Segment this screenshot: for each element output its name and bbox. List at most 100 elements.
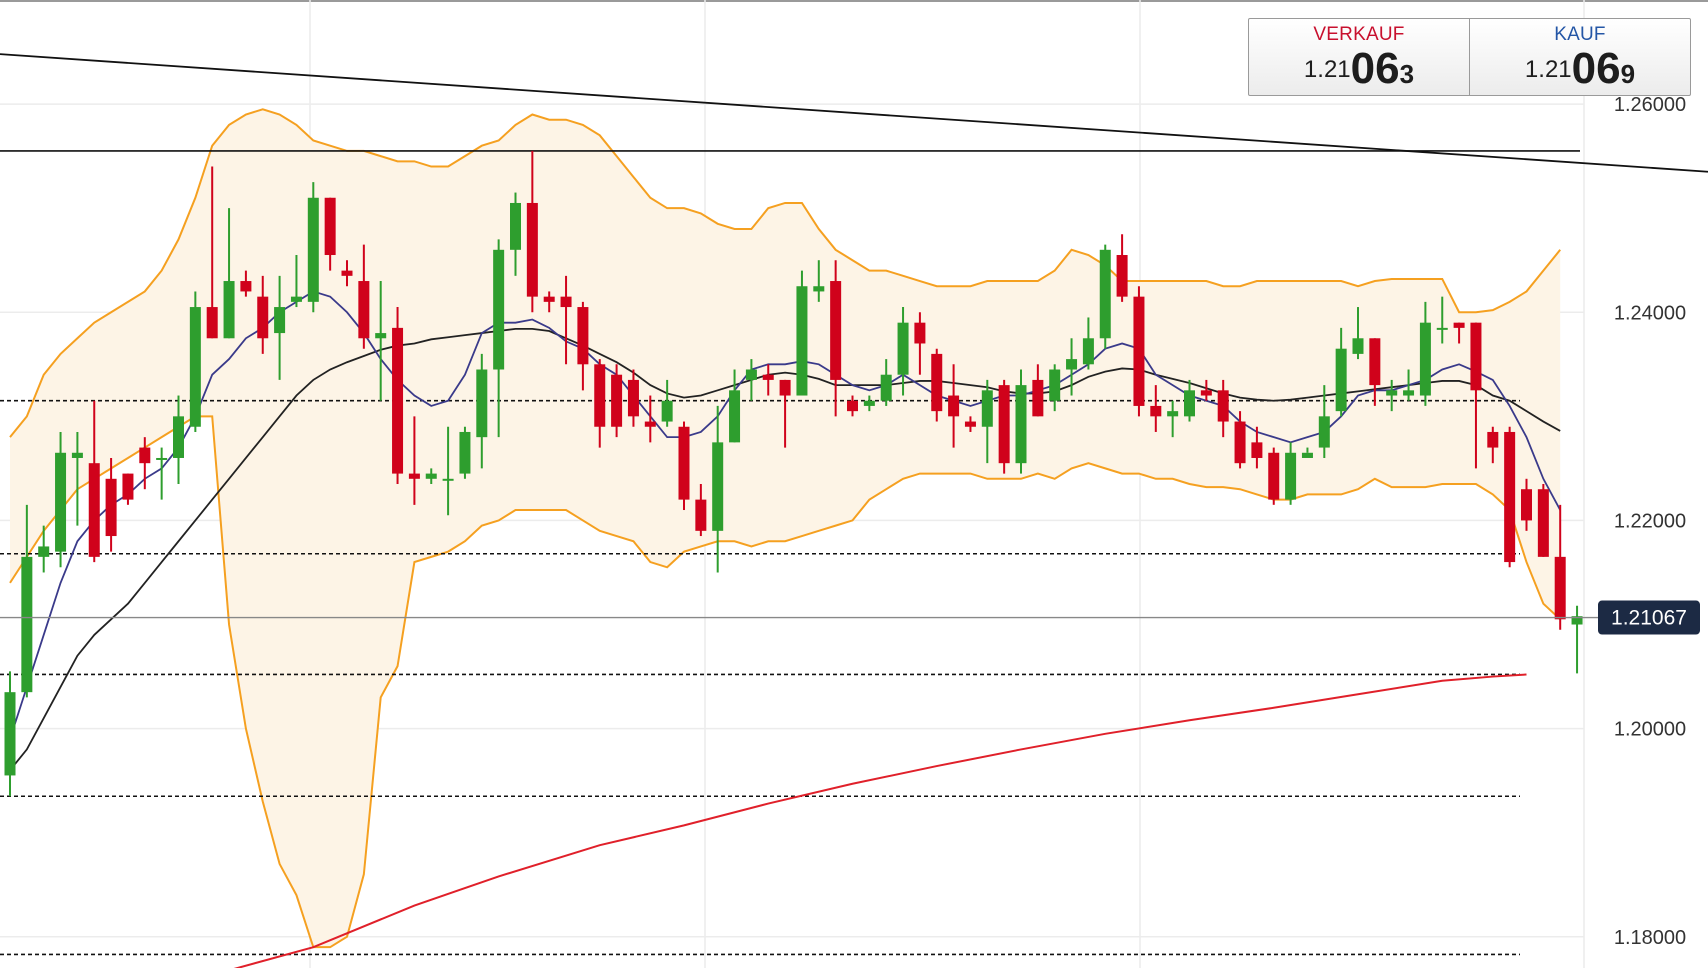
candle-body-up (290, 296, 302, 302)
candle-body-up (510, 202, 521, 250)
candle-body-down (1133, 296, 1145, 406)
sell-button[interactable]: VERKAUF 1.21 06 3 (1249, 19, 1469, 95)
candle-body-up (1386, 390, 1398, 396)
buy-label: KAUF (1554, 24, 1606, 45)
candle-body-down (122, 473, 134, 500)
quote-panel: VERKAUF 1.21 06 3 KAUF 1.21 06 9 (1248, 18, 1691, 96)
candle-body-down (105, 478, 117, 537)
candle-body-down (678, 426, 690, 500)
candle-body-up (981, 390, 993, 427)
sma-long (233, 673, 1527, 968)
candle-body-up (223, 281, 235, 339)
candle-body-up (173, 416, 184, 458)
candle-body-down (1537, 489, 1549, 557)
candle-body-up (1436, 327, 1448, 330)
candle-body-down (695, 499, 707, 531)
candle-body-up (1335, 348, 1347, 412)
buy-price-prefix: 1.21 (1524, 56, 1572, 83)
candle-body-down (408, 473, 420, 479)
buy-price: 1.21 06 9 (1525, 47, 1635, 91)
candle-body-down (611, 374, 623, 427)
candle-body-down (830, 281, 842, 380)
candle-body-up (38, 546, 50, 557)
current-price-tag (1598, 600, 1700, 635)
candle-body-up (493, 249, 505, 370)
candle-body-up (1167, 411, 1179, 417)
current-price-label: 1.21067 (1611, 607, 1687, 630)
candle-body-down (948, 395, 960, 417)
candle-body-up (880, 374, 892, 401)
candle-body-down (779, 379, 791, 396)
buy-button[interactable]: KAUF 1.21 06 9 (1469, 19, 1690, 95)
candle-body-down (577, 307, 589, 365)
candle-body-down (543, 296, 555, 302)
buy-price-pips: 06 (1571, 44, 1621, 93)
candle-body-up (274, 307, 286, 334)
candle-body-up (897, 322, 909, 375)
y-tick-label: 1.26000 (1614, 94, 1686, 116)
candle-body-down (257, 296, 269, 339)
candle-body-up (1419, 322, 1431, 396)
bollinger-upper-line (9, 108, 1561, 438)
bollinger-lower-line (9, 415, 1561, 949)
y-tick-label: 1.20000 (1614, 719, 1686, 741)
candle-body-up (1082, 338, 1094, 365)
candle-body-up (156, 457, 168, 460)
candle-body-down (594, 364, 606, 427)
candle-body-up (813, 286, 825, 292)
candle-body-down (1150, 405, 1162, 417)
candle-body-up (712, 442, 724, 531)
candle-body-up (1352, 338, 1364, 354)
current-price-line-group: 1.21067 (0, 600, 1700, 635)
candle-body-up (71, 452, 83, 458)
candle-body-down (392, 327, 404, 474)
candle-body-down (1268, 452, 1280, 500)
candle-body-up (863, 400, 875, 406)
candle-body-up (745, 369, 757, 380)
candle-body-down (1251, 442, 1263, 458)
sma-long-line (233, 673, 1527, 968)
candle-body-down (1487, 431, 1499, 448)
candle-body-down (1369, 338, 1381, 386)
candle-body-down (998, 385, 1010, 464)
candle-body-up (189, 307, 201, 427)
candle-body-up (459, 431, 471, 474)
candle-body-up (55, 452, 67, 552)
candle-body-down (627, 379, 639, 417)
candle-body-down (644, 421, 656, 427)
candle-body-up (1285, 452, 1297, 500)
candle-body-down (1217, 390, 1229, 422)
candle-body-down (1200, 390, 1212, 396)
candle-body-up (1318, 416, 1330, 448)
candle-body-up (1066, 359, 1078, 370)
candle-body-down (1453, 322, 1465, 328)
horizontal-levels (0, 53, 1708, 956)
sell-price-fraction: 3 (1399, 59, 1415, 89)
candle-body-up (442, 478, 454, 481)
candle-body-down (847, 400, 858, 412)
ma-fast-line (9, 290, 1561, 740)
sell-label: VERKAUF (1313, 24, 1405, 45)
candle-body-down (358, 281, 370, 339)
candle-body-down (914, 322, 926, 344)
candle-body-up (21, 556, 33, 693)
candle-body-down (560, 296, 572, 308)
candle-body-up (1571, 616, 1583, 625)
candle-body-up (4, 692, 16, 776)
sell-price-pips: 06 (1350, 44, 1400, 93)
candle-body-down (931, 353, 943, 412)
candle-body-down (1470, 322, 1482, 391)
buy-price-fraction: 9 (1620, 59, 1636, 89)
candle-body-up (1184, 390, 1195, 417)
candle-body-down (1554, 556, 1566, 620)
trendline (0, 53, 1708, 173)
candle-body-up (425, 473, 437, 479)
candle-body-down (964, 421, 976, 427)
moving-averages (9, 290, 1561, 771)
candle-body-up (796, 286, 808, 396)
candle-body-down (88, 463, 100, 557)
sell-price: 1.21 06 3 (1304, 47, 1414, 91)
candle-body-down (526, 202, 538, 297)
candle-body-up (375, 333, 387, 339)
